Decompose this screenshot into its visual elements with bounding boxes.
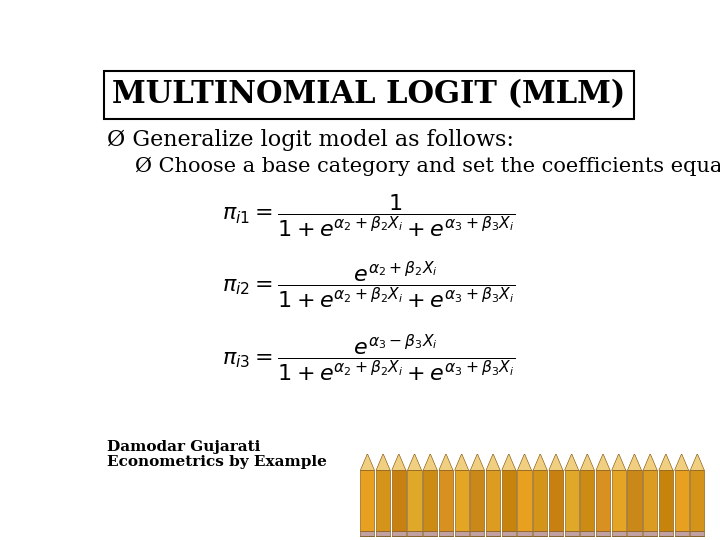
Text: $\pi_{i3} = \dfrac{e^{\alpha_3 - \beta_3 X_i}}{1 + e^{\alpha_2 + \beta_2 X_i} + : $\pi_{i3} = \dfrac{e^{\alpha_3 - \beta_3…	[222, 332, 516, 384]
Bar	[627, 470, 642, 531]
Text: Ø Generalize logit model as follows:: Ø Generalize logit model as follows:	[107, 129, 513, 151]
Bar	[392, 536, 406, 537]
Bar	[675, 536, 688, 537]
Text: MULTINOMIAL LOGIT (MLM): MULTINOMIAL LOGIT (MLM)	[112, 79, 626, 110]
Bar	[580, 470, 595, 531]
Bar	[596, 470, 610, 531]
Bar	[612, 470, 626, 531]
Bar	[549, 531, 563, 536]
Polygon shape	[502, 454, 516, 470]
Bar	[408, 531, 422, 536]
Bar	[675, 531, 688, 536]
Text: $\pi_{i2} = \dfrac{e^{\alpha_2 + \beta_2 X_i}}{1 + e^{\alpha_2 + \beta_2 X_i} + : $\pi_{i2} = \dfrac{e^{\alpha_2 + \beta_2…	[222, 259, 516, 311]
Text: $\pi_{i1} = \dfrac{1}{1 + e^{\alpha_2 + \beta_2 X_i} + e^{\alpha_3 + \beta_3 X_i: $\pi_{i1} = \dfrac{1}{1 + e^{\alpha_2 + …	[222, 192, 516, 239]
Text: Econometrics by Example: Econometrics by Example	[107, 455, 327, 469]
Bar	[486, 470, 500, 531]
Polygon shape	[518, 454, 531, 470]
Bar	[690, 536, 704, 537]
Bar	[564, 531, 579, 536]
Polygon shape	[408, 454, 422, 470]
Bar	[518, 536, 531, 537]
Bar	[486, 536, 500, 537]
Polygon shape	[392, 454, 406, 470]
Bar	[612, 536, 626, 537]
Polygon shape	[454, 454, 469, 470]
Bar	[502, 470, 516, 531]
Polygon shape	[659, 454, 673, 470]
Bar	[360, 531, 374, 536]
Bar	[596, 536, 610, 537]
Bar	[439, 536, 453, 537]
Polygon shape	[360, 454, 374, 470]
Bar	[580, 536, 595, 537]
Polygon shape	[643, 454, 657, 470]
Bar	[486, 531, 500, 536]
Bar	[408, 470, 422, 531]
Text: Damodar Gujarati: Damodar Gujarati	[107, 440, 260, 454]
Polygon shape	[675, 454, 688, 470]
Polygon shape	[690, 454, 704, 470]
Bar	[439, 531, 453, 536]
Bar	[627, 531, 642, 536]
Bar	[533, 470, 547, 531]
Bar	[690, 531, 704, 536]
Bar	[423, 531, 437, 536]
Polygon shape	[580, 454, 595, 470]
Bar	[659, 470, 673, 531]
Bar	[392, 470, 406, 531]
Bar	[502, 531, 516, 536]
Bar	[659, 531, 673, 536]
Bar	[376, 536, 390, 537]
Polygon shape	[564, 454, 579, 470]
Polygon shape	[549, 454, 563, 470]
Bar	[675, 470, 688, 531]
Bar	[659, 536, 673, 537]
Polygon shape	[627, 454, 642, 470]
Bar	[408, 536, 422, 537]
Bar	[392, 531, 406, 536]
Bar	[580, 531, 595, 536]
Text: Ø Choose a base category and set the coefficients equal to zero.: Ø Choose a base category and set the coe…	[135, 157, 720, 177]
Bar	[423, 470, 437, 531]
Bar	[643, 531, 657, 536]
Polygon shape	[486, 454, 500, 470]
Bar	[564, 536, 579, 537]
FancyBboxPatch shape	[104, 71, 634, 119]
Polygon shape	[376, 454, 390, 470]
Bar	[533, 531, 547, 536]
Bar	[454, 536, 469, 537]
Bar	[470, 531, 485, 536]
Bar	[643, 536, 657, 537]
Bar	[423, 536, 437, 537]
Bar	[439, 470, 453, 531]
Bar	[518, 470, 531, 531]
Bar	[549, 470, 563, 531]
Bar	[518, 531, 531, 536]
Bar	[627, 536, 642, 537]
Bar	[454, 531, 469, 536]
Bar	[360, 536, 374, 537]
Bar	[376, 531, 390, 536]
Bar	[549, 536, 563, 537]
Bar	[376, 470, 390, 531]
Polygon shape	[439, 454, 453, 470]
Polygon shape	[470, 454, 485, 470]
Polygon shape	[423, 454, 437, 470]
Bar	[643, 470, 657, 531]
Bar	[612, 531, 626, 536]
Bar	[470, 470, 485, 531]
Bar	[470, 536, 485, 537]
Bar	[596, 531, 610, 536]
Bar	[564, 470, 579, 531]
Polygon shape	[612, 454, 626, 470]
Bar	[454, 470, 469, 531]
Bar	[533, 536, 547, 537]
Bar	[502, 536, 516, 537]
Bar	[690, 470, 704, 531]
Bar	[360, 470, 374, 531]
Polygon shape	[596, 454, 610, 470]
Polygon shape	[533, 454, 547, 470]
